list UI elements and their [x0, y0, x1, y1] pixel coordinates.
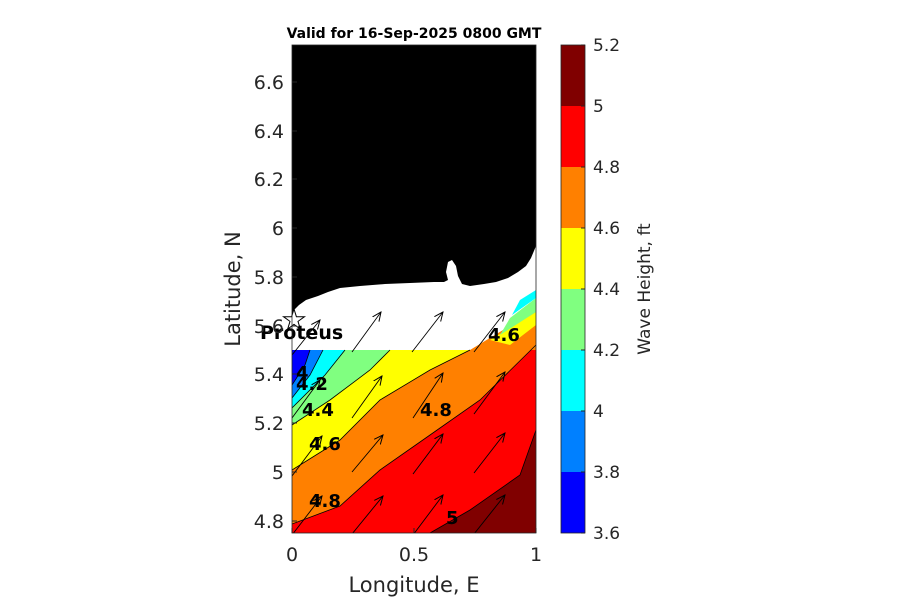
y-tick-label: 6.2	[254, 169, 284, 191]
wave-arrow	[292, 380, 320, 419]
wave-arrow	[351, 435, 383, 473]
x-tick-label: 0.5	[399, 544, 429, 566]
band-upper-right-4-4	[490, 312, 536, 345]
colorbar: 3.6 3.8 4 4.2 4.4 4.6 4.8 5 5.2 Wave Hei…	[560, 36, 655, 544]
wave-arrow	[292, 436, 322, 477]
wave-arrow	[411, 312, 443, 353]
y-tick-label: 4.8	[254, 511, 284, 533]
contour-label: 4.2	[296, 374, 328, 395]
wave-arrow	[474, 495, 505, 533]
wave-arrow	[292, 320, 320, 356]
y-tick-label: 5.8	[254, 267, 284, 289]
colorbar-band	[561, 289, 585, 350]
contour-lines	[292, 344, 536, 533]
wave-arrow	[473, 372, 505, 415]
contour-label: 5	[446, 508, 459, 529]
y-tick-label: 5	[272, 462, 284, 484]
wave-arrow	[292, 496, 322, 533]
band-3-8-to-4-0	[292, 350, 323, 398]
x-tick-label: 0	[286, 544, 298, 566]
x-axis: 0 0.5 1 Longitude, E	[286, 528, 542, 597]
contour-line	[292, 349, 324, 399]
band-4-0-to-4-2	[292, 350, 345, 408]
chart-title: Valid for 16-Sep-2025 0800 GMT	[287, 26, 542, 42]
wave-arrow	[412, 373, 443, 419]
colorbar-tick-label: 4.2	[593, 341, 620, 361]
colorbar-label: Wave Height, ft	[635, 223, 655, 355]
wave-arrow	[351, 312, 381, 353]
contour-label: 4.6	[488, 325, 520, 346]
land-mass	[292, 45, 536, 314]
contour-line	[429, 429, 536, 533]
colorbar-tick-label: 4	[593, 402, 604, 422]
contour-line	[292, 344, 536, 525]
band-4-2-to-4-4	[292, 350, 390, 425]
wave-arrows	[292, 312, 505, 533]
y-tick-label: 5.4	[254, 364, 284, 386]
band-upper-right-4-2	[500, 298, 536, 335]
plot-area: 4 4.2 4.4 4.6 4.8 4.8 4.6 5	[292, 45, 536, 533]
contour-line	[292, 349, 391, 426]
contour-label: 4	[296, 363, 309, 384]
colorbar-band	[561, 472, 585, 533]
colorbar-tick-label: 4.4	[593, 280, 620, 300]
contour-line	[292, 349, 471, 471]
contour-label: 4.8	[309, 491, 341, 512]
band-3-6-to-3-8	[292, 350, 310, 385]
contour-label: 4.4	[302, 400, 334, 421]
colorbar-band	[561, 106, 585, 167]
wave-arrow	[351, 376, 382, 419]
y-tick-label: 6	[272, 218, 284, 240]
band-4-6-to-4-8	[292, 345, 536, 524]
colorbar-band	[561, 411, 585, 472]
contour-line	[292, 349, 311, 386]
contour-labels: 4 4.2 4.4 4.6 4.8 4.8 4.6 5	[296, 325, 520, 529]
band-5-0-to-5-2	[430, 430, 536, 533]
contour-label: 4.6	[309, 434, 341, 455]
y-axis: 4.8 5 5.2 5.4 5.6 5.8 6 6.2 6.4 6.6 Lati…	[221, 72, 297, 533]
y-tick-label: 6.4	[254, 121, 284, 143]
station-label: Proteus	[260, 322, 343, 344]
band-4-4-to-4-6	[292, 350, 470, 470]
colorbar-band	[561, 45, 585, 106]
y-tick-label: 6.6	[254, 72, 284, 94]
x-axis-label: Longitude, E	[348, 573, 479, 597]
colorbar-band	[561, 167, 585, 228]
contour-line	[292, 349, 346, 409]
band-upper-right-4-0	[512, 290, 536, 315]
colorbar-tick-label: 5	[593, 97, 604, 117]
wave-arrow	[412, 434, 443, 475]
wave-arrow	[352, 496, 383, 533]
station-marker: Proteus	[260, 307, 343, 344]
colorbar-tick-label: 3.6	[593, 524, 620, 544]
wave-arrow	[413, 495, 443, 533]
y-tick-label: 5.2	[254, 413, 284, 435]
wave-arrow	[473, 433, 505, 474]
colorbar-band	[561, 228, 585, 289]
y-tick-label: 5.6	[254, 316, 284, 338]
colorbar-band	[561, 350, 585, 411]
colorbar-tick-label: 4.8	[593, 158, 620, 178]
contour-label: 4.8	[420, 400, 452, 421]
colorbar-tick-label: 4.6	[593, 219, 620, 239]
x-tick-label: 1	[530, 544, 542, 566]
band-4-8-to-5-0	[292, 345, 536, 533]
wave-arrow	[473, 312, 505, 353]
colorbar-tick-label: 5.2	[593, 36, 620, 56]
colorbar-tick-label: 3.8	[593, 463, 620, 483]
star-icon	[281, 307, 307, 331]
y-axis-label: Latitude, N	[221, 231, 245, 347]
